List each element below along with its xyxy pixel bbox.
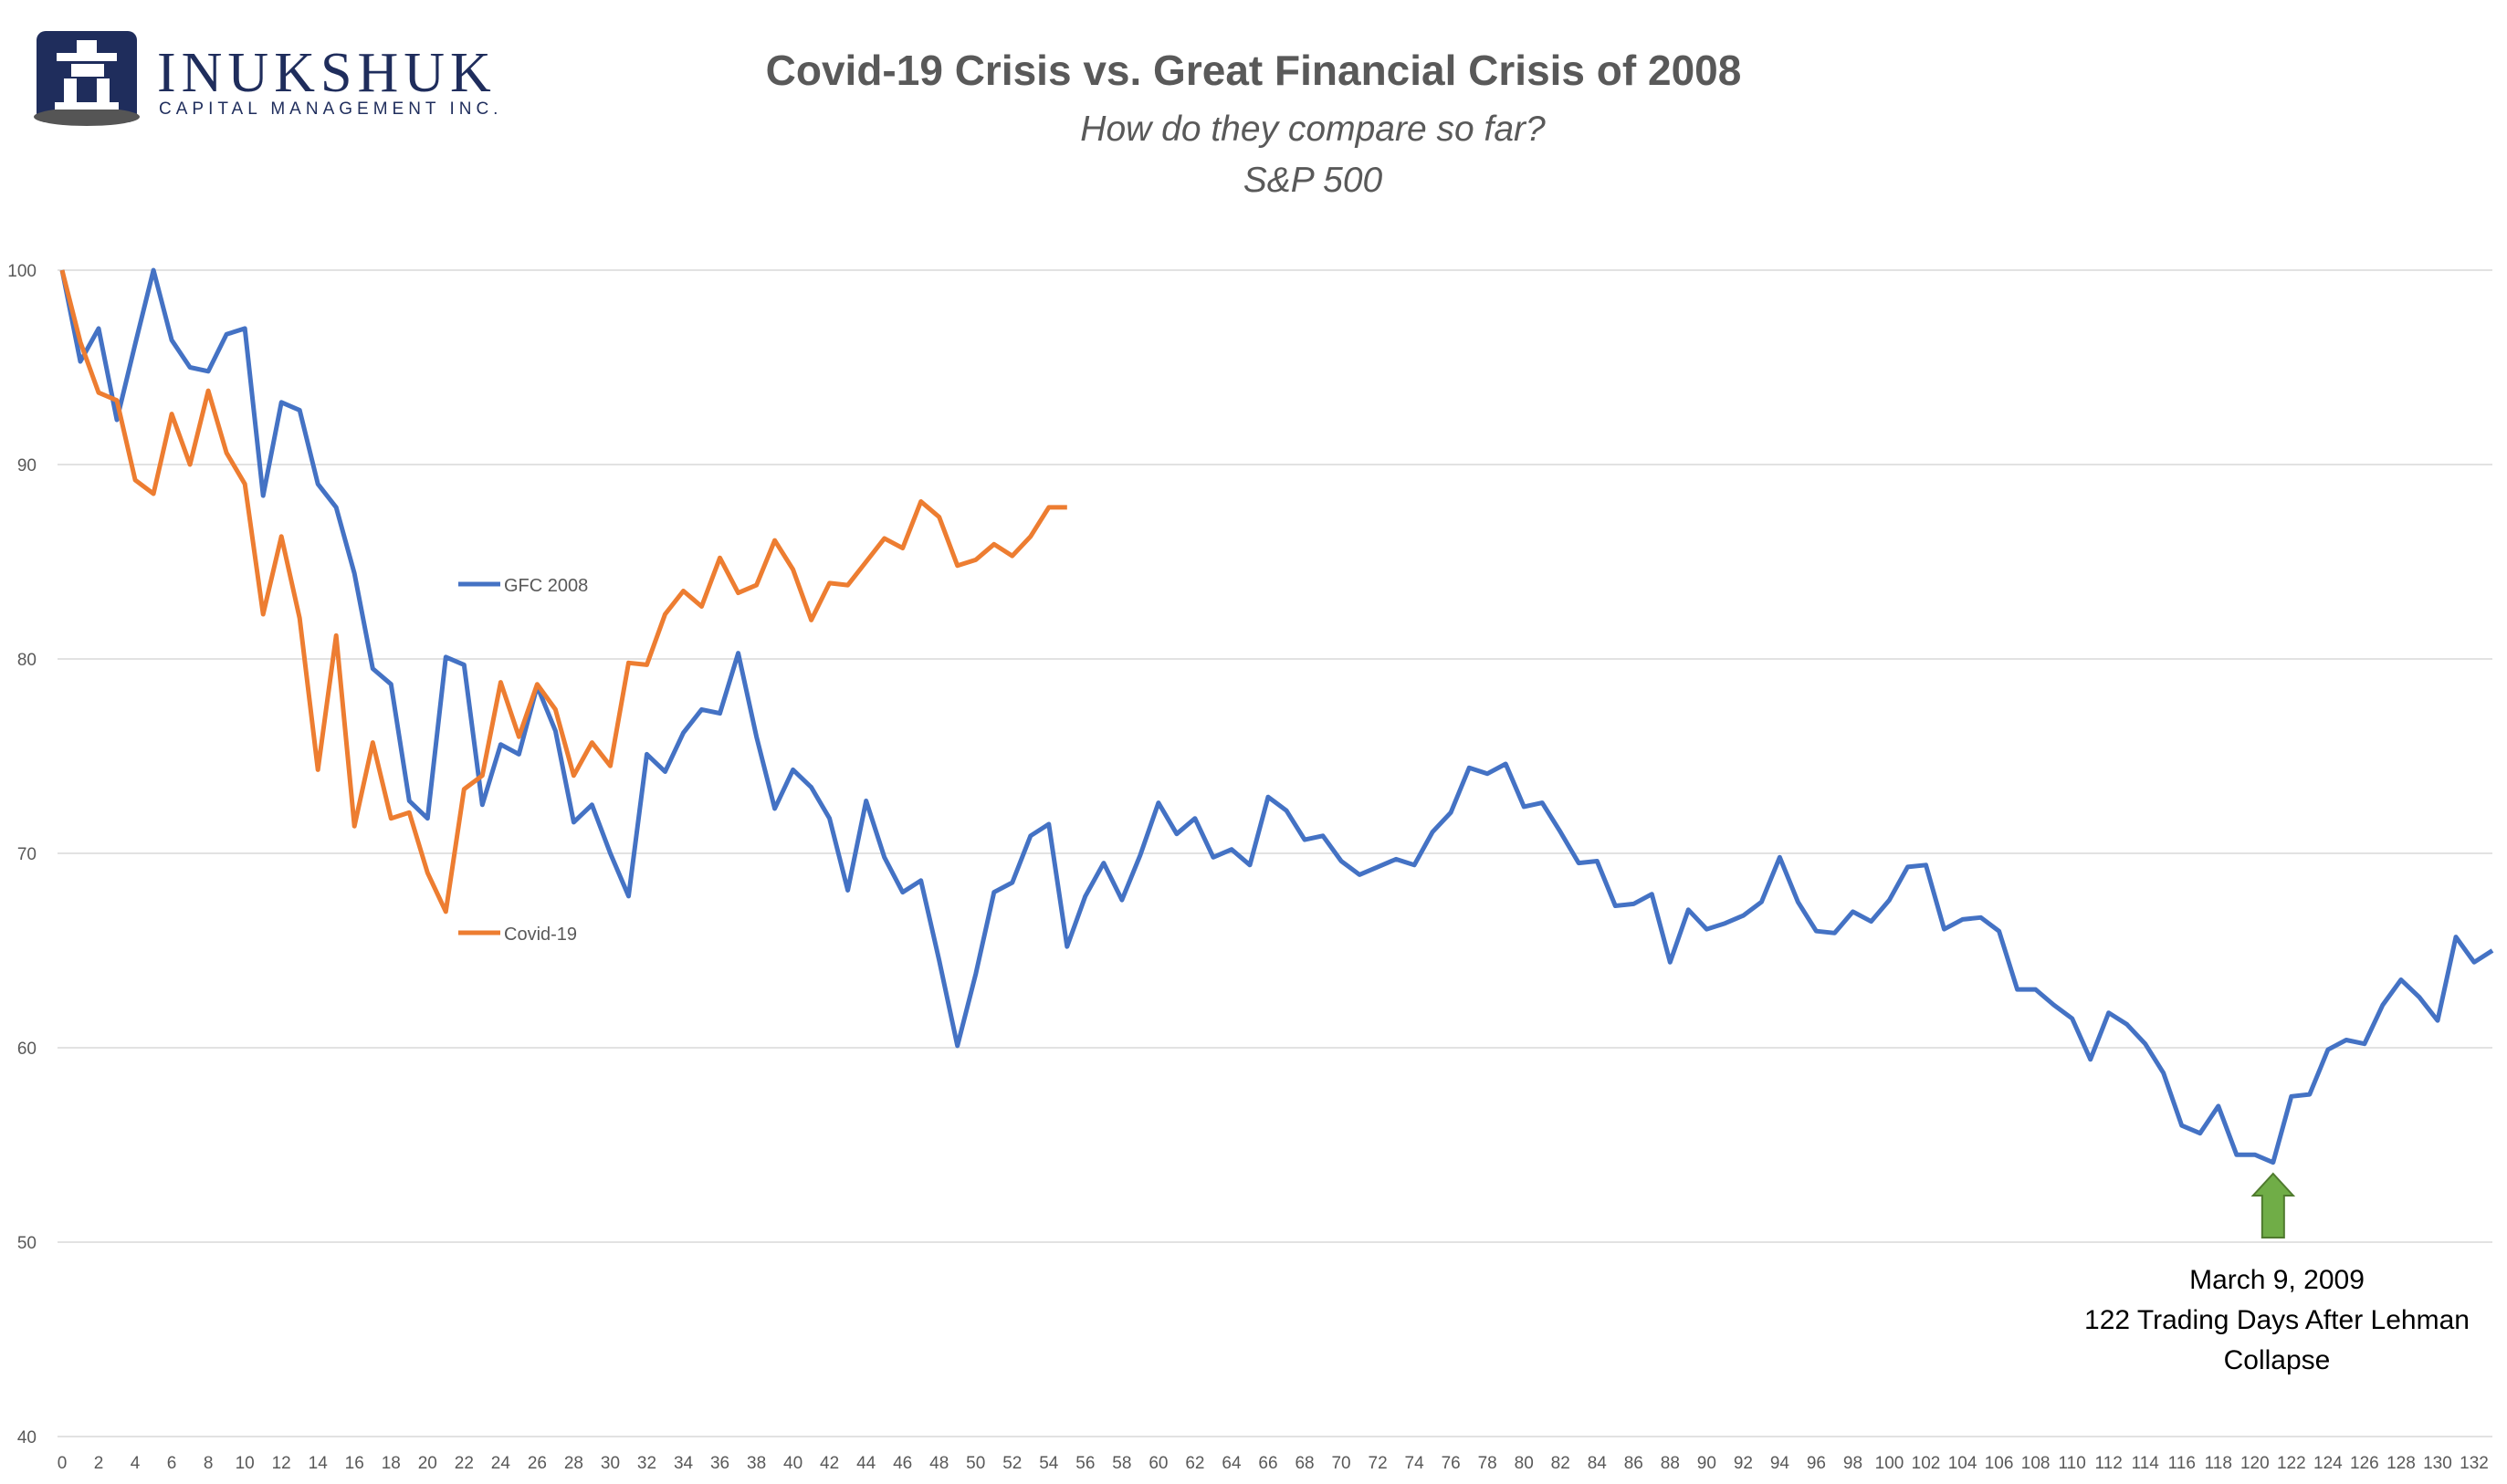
x-tick-label: 20 [418,1454,437,1473]
x-tick-label: 16 [345,1454,364,1473]
y-tick-label: 70 [17,845,37,864]
x-tick-label: 86 [1624,1454,1643,1473]
y-tick-label: 60 [17,1040,37,1059]
x-tick-label: 42 [820,1454,839,1473]
x-tick-label: 64 [1222,1454,1242,1473]
x-tick-label: 114 [2132,1454,2160,1473]
x-axis-ticks: 0 2 4 6 8 10 12 14 16 18 20 22 24 26 28 30 32 34 36 38 40 42 4… [58,1454,2489,1473]
x-tick-label: 26 [528,1454,547,1473]
x-tick-label: 74 [1405,1454,1425,1473]
x-tick-label: 70 [1331,1454,1350,1473]
x-tick-label: 48 [929,1454,949,1473]
x-tick-label: 96 [1807,1454,1826,1473]
legend-gfc: GFC 2008 [458,576,588,596]
x-tick-label: 128 [2386,1454,2416,1473]
x-tick-label: 56 [1075,1454,1095,1473]
y-tick-label: 40 [17,1428,37,1447]
x-tick-label: 62 [1185,1454,1204,1473]
x-tick-label: 72 [1369,1454,1388,1473]
legend-gfc-label: GFC 2008 [504,576,588,596]
x-tick-label: 88 [1661,1454,1680,1473]
x-tick-label: 98 [1843,1454,1862,1473]
annotation-days: 122 Trading Days After Lehman [2084,1305,2470,1335]
series-lines [59,267,2494,1165]
company-logo: INUKSHUK CAPITAL MANAGEMENT INC. [34,31,502,126]
x-tick-label: 118 [2205,1454,2232,1473]
x-tick-label: 34 [674,1454,694,1473]
x-tick-label: 32 [637,1454,656,1473]
x-tick-label: 68 [1295,1454,1314,1473]
x-tick-label: 52 [1002,1454,1022,1473]
x-tick-label: 108 [2021,1454,2051,1473]
x-tick-label: 126 [2350,1454,2379,1473]
legend-covid-label: Covid-19 [504,925,577,945]
x-tick-label: 76 [1442,1454,1461,1473]
legend-covid: Covid-19 [458,925,577,945]
x-tick-label: 78 [1478,1454,1497,1473]
x-tick-label: 106 [1985,1454,2014,1473]
x-tick-label: 132 [2460,1454,2489,1473]
x-tick-label: 30 [601,1454,620,1473]
chart-subtitle: How do they compare so far? [1080,110,1546,149]
x-tick-label: 90 [1697,1454,1716,1473]
chart-subtitle-index: S&P 500 [1243,161,1383,200]
up-arrow-icon [2250,1172,2296,1238]
x-tick-label: 112 [2095,1454,2123,1473]
x-tick-label: 104 [1948,1454,1977,1473]
x-tick-label: 122 [2277,1454,2306,1473]
x-tick-label: 44 [856,1454,876,1473]
x-tick-label: 46 [893,1454,912,1473]
x-tick-label: 14 [309,1454,329,1473]
x-tick-label: 36 [710,1454,729,1473]
x-tick-label: 94 [1770,1454,1790,1473]
x-tick-label: 22 [455,1454,474,1473]
x-tick-label: 102 [1912,1454,1941,1473]
x-tick-label: 60 [1149,1454,1168,1473]
x-tick-label: 12 [272,1454,291,1473]
x-tick-label: 100 [1875,1454,1904,1473]
x-tick-label: 92 [1734,1454,1753,1473]
x-tick-label: 8 [204,1454,214,1473]
x-tick-label: 4 [131,1454,141,1473]
x-tick-label: 82 [1551,1454,1570,1473]
x-tick-label: 84 [1588,1454,1608,1473]
x-tick-label: 18 [382,1454,401,1473]
y-tick-label: 50 [17,1234,37,1253]
x-tick-label: 124 [2313,1454,2343,1473]
x-tick-label: 6 [167,1454,177,1473]
inukshuk-logo-icon [34,31,140,126]
series-line-covid-19 [59,269,1067,914]
x-tick-label: 24 [491,1454,511,1473]
x-tick-label: 40 [783,1454,802,1473]
x-tick-label: 0 [58,1454,68,1473]
y-tick-label: 80 [17,651,37,670]
y-axis-ticks: 40 50 60 70 80 90 100 [7,262,37,1447]
chart-title: Covid-19 Crisis vs. Great Financial Cris… [766,47,1742,94]
x-tick-label: 80 [1515,1454,1534,1473]
x-tick-label: 54 [1039,1454,1059,1473]
x-tick-label: 10 [236,1454,255,1473]
x-tick-label: 50 [966,1454,985,1473]
x-tick-label: 38 [747,1454,766,1473]
x-tick-label: 120 [2240,1454,2270,1473]
logo-name: INUKSHUK [157,42,497,104]
x-tick-label: 116 [2168,1454,2196,1473]
x-tick-label: 58 [1112,1454,1131,1473]
x-tick-label: 110 [2059,1454,2086,1473]
y-tick-label: 100 [7,262,37,281]
y-tick-label: 90 [17,456,37,476]
logo-subtitle: CAPITAL MANAGEMENT INC. [159,99,502,119]
x-tick-label: 130 [2423,1454,2452,1473]
x-tick-label: 28 [564,1454,583,1473]
x-tick-label: 66 [1258,1454,1277,1473]
x-tick-label: 2 [94,1454,104,1473]
series-line-gfc-2008 [59,267,2494,1165]
trough-annotation: March 9, 2009 122 Trading Days After Leh… [2084,1172,2470,1375]
annotation-event: Collapse [2224,1345,2331,1375]
annotation-date: March 9, 2009 [2189,1265,2365,1295]
